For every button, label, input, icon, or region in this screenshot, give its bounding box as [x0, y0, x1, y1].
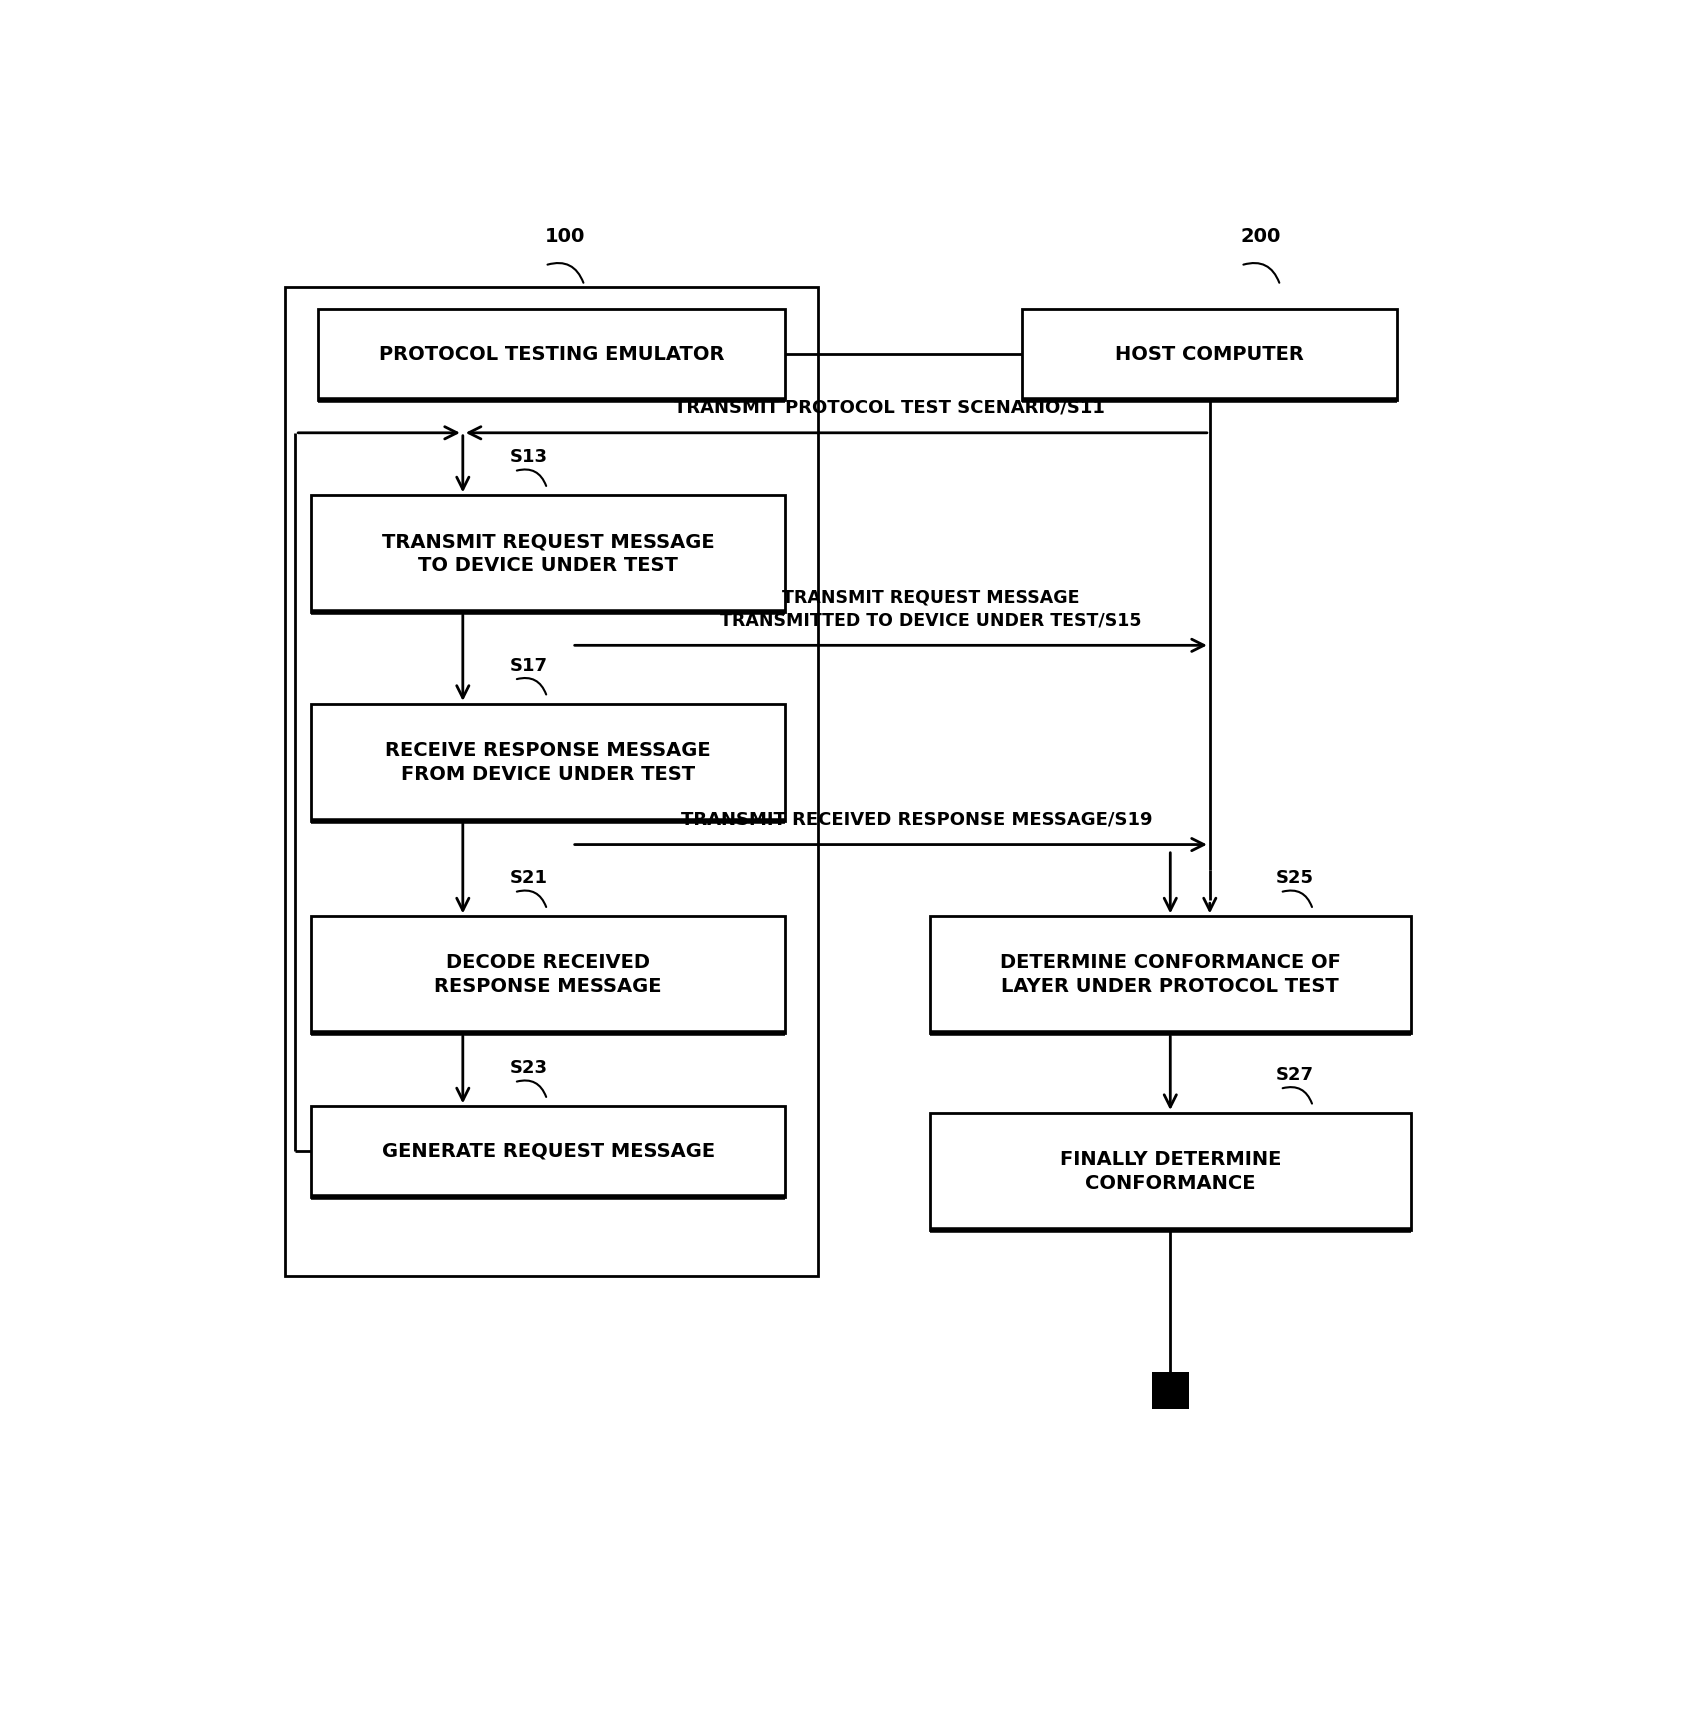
Text: TRANSMIT PROTOCOL TEST SCENARIO/S11: TRANSMIT PROTOCOL TEST SCENARIO/S11	[672, 398, 1104, 417]
Text: PROTOCOL TESTING EMULATOR: PROTOCOL TESTING EMULATOR	[379, 345, 723, 364]
Bar	[285, 286, 818, 1276]
Text: RECEIVE RESPONSE MESSAGE
FROM DEVICE UNDER TEST: RECEIVE RESPONSE MESSAGE FROM DEVICE UND…	[385, 740, 710, 783]
Bar	[1151, 1371, 1189, 1409]
Bar	[929, 916, 1409, 1033]
Bar	[1022, 309, 1396, 400]
Text: 100: 100	[543, 226, 584, 245]
Text: HOST COMPUTER: HOST COMPUTER	[1114, 345, 1304, 364]
Bar	[318, 309, 784, 400]
Text: FINALLY DETERMINE
CONFORMANCE: FINALLY DETERMINE CONFORMANCE	[1060, 1149, 1280, 1194]
Bar	[311, 495, 784, 612]
Text: DETERMINE CONFORMANCE OF
LAYER UNDER PROTOCOL TEST: DETERMINE CONFORMANCE OF LAYER UNDER PRO…	[998, 954, 1340, 997]
Text: GENERATE REQUEST MESSAGE: GENERATE REQUEST MESSAGE	[382, 1142, 715, 1161]
Text: TRANSMIT REQUEST MESSAGE
TO DEVICE UNDER TEST: TRANSMIT REQUEST MESSAGE TO DEVICE UNDER…	[382, 531, 715, 576]
Text: DECODE RECEIVED
RESPONSE MESSAGE: DECODE RECEIVED RESPONSE MESSAGE	[435, 954, 662, 997]
Bar	[311, 1106, 784, 1197]
Text: S13: S13	[509, 448, 548, 466]
Text: S25: S25	[1275, 869, 1313, 887]
Text: S17: S17	[509, 657, 548, 674]
Text: S21: S21	[509, 869, 548, 887]
Text: S27: S27	[1275, 1066, 1313, 1083]
Text: TRANSMIT RECEIVED RESPONSE MESSAGE/S19: TRANSMIT RECEIVED RESPONSE MESSAGE/S19	[681, 811, 1153, 828]
Bar	[929, 1113, 1409, 1230]
Text: S23: S23	[509, 1059, 548, 1076]
Bar	[311, 704, 784, 821]
Text: TRANSMIT REQUEST MESSAGE
TRANSMITTED TO DEVICE UNDER TEST/S15: TRANSMIT REQUEST MESSAGE TRANSMITTED TO …	[720, 588, 1141, 630]
Text: 200: 200	[1240, 226, 1280, 245]
Bar	[311, 916, 784, 1033]
